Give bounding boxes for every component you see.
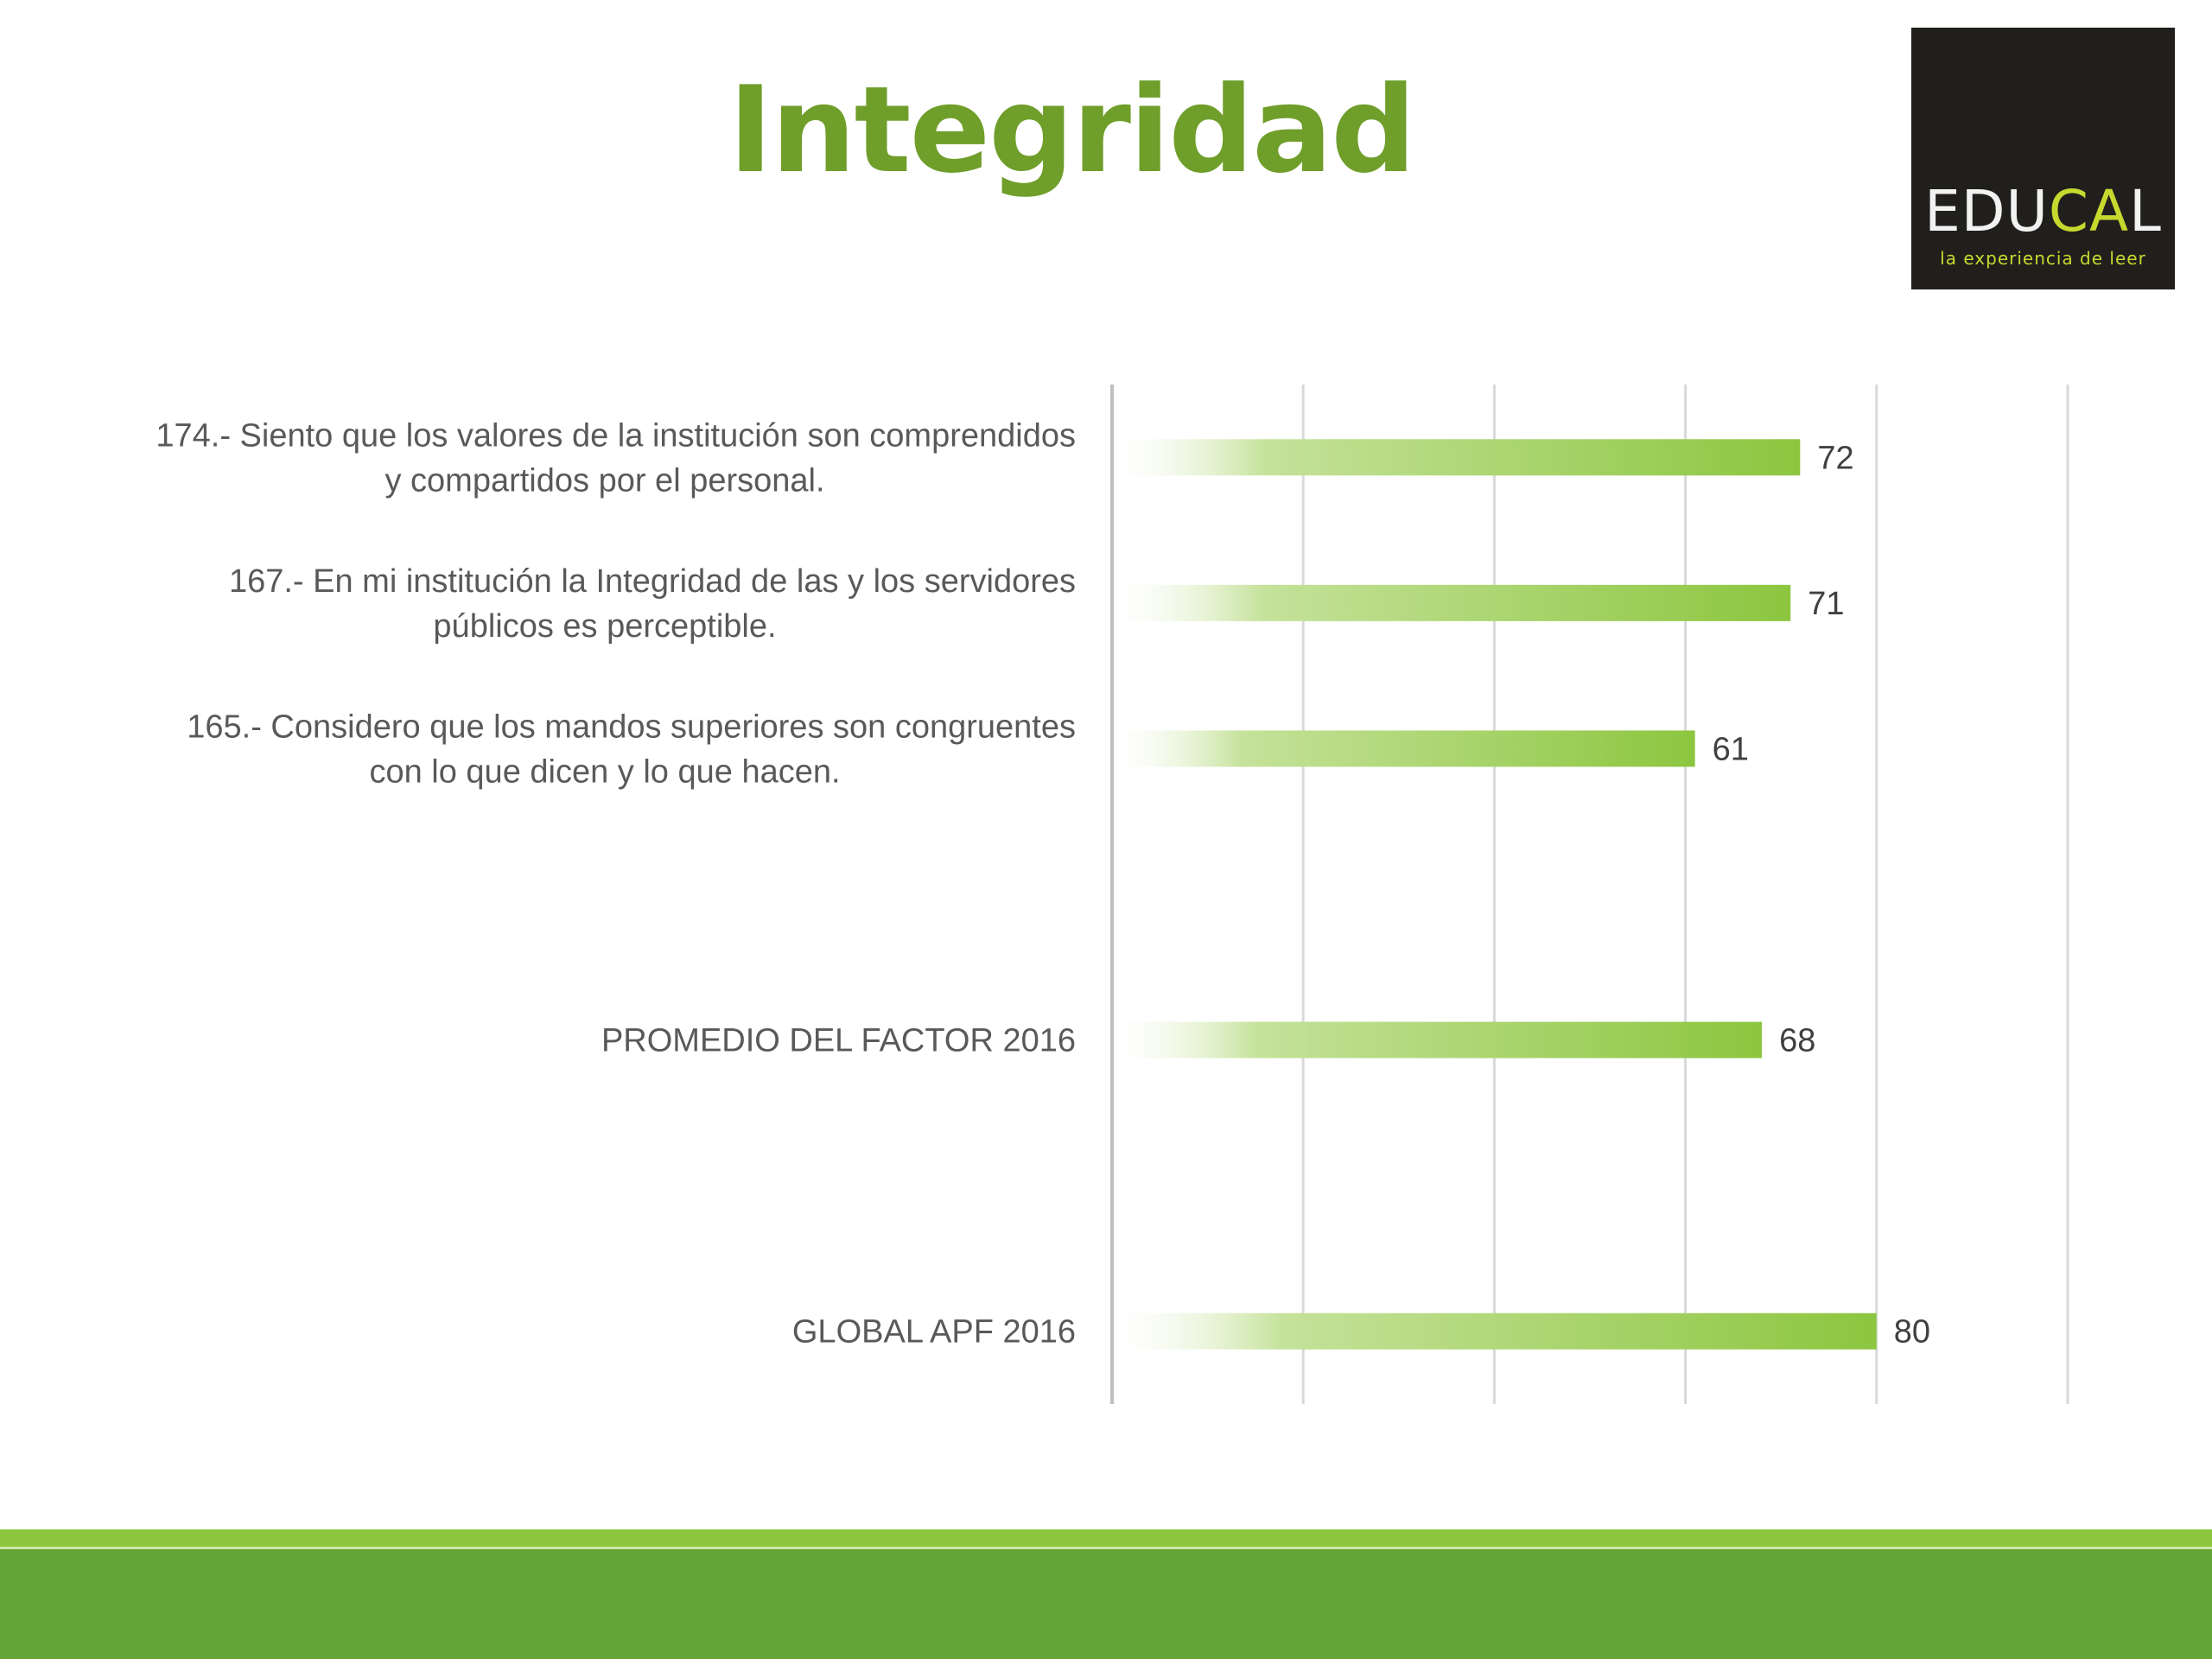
category-label: 174.- Siento que los valores de la insti… <box>156 417 1076 499</box>
bar <box>1115 1021 1763 1058</box>
footer-accent-bar <box>0 1529 2212 1547</box>
page-title: Integridad <box>728 60 1416 200</box>
category-label: PROMEDIO DEL FACTOR 2016 <box>601 1023 1076 1059</box>
data-label: 71 <box>1808 586 1844 622</box>
data-label: 68 <box>1779 1023 1815 1059</box>
category-label: 165.- Considero que los mandos superiore… <box>187 709 1076 790</box>
footer-divider <box>0 1547 2212 1549</box>
bar <box>1115 584 1791 621</box>
educal-logo: EDUCAL la experiencia de leer <box>1911 28 2175 289</box>
category-label: GLOBAL APF 2016 <box>792 1314 1076 1351</box>
bar <box>1115 439 1801 476</box>
logo-tagline: la experiencia de leer <box>1940 248 2146 269</box>
data-label: 61 <box>1713 731 1749 767</box>
data-label: 72 <box>1817 440 1853 476</box>
data-label: 80 <box>1894 1314 1930 1351</box>
bar <box>1115 1313 1877 1350</box>
bar <box>1115 730 1695 767</box>
logo-wordmark: EDUCAL <box>1924 178 2162 245</box>
category-label: 167.- En mi institución la Integridad de… <box>229 563 1076 645</box>
bar-chart: 72 174.- Siento que los valores de la ins… <box>156 385 2069 1404</box>
footer-bar <box>0 1549 2212 1659</box>
